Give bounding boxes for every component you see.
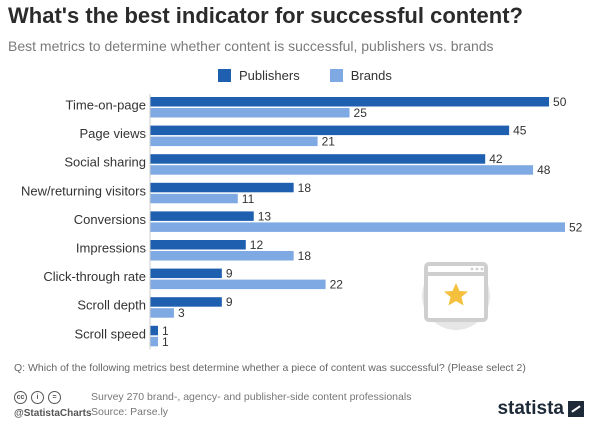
browser-window-star-icon xyxy=(422,262,490,330)
bar-brands xyxy=(150,222,565,232)
bar-publishers xyxy=(150,125,510,136)
data-label: 13 xyxy=(258,209,272,223)
bar-publishers xyxy=(150,97,550,107)
attribution-icon: i xyxy=(31,391,44,404)
chart-title: What's the best indicator for successful… xyxy=(8,3,523,28)
bar-publishers xyxy=(150,297,222,307)
category-label: Time-on-page xyxy=(66,98,146,113)
creative-commons-icon: cc xyxy=(14,391,27,404)
data-label: 11 xyxy=(242,192,255,206)
legend-swatch-publishers xyxy=(218,68,231,82)
license-icons: cc i = xyxy=(14,391,65,404)
bar-brands xyxy=(150,165,534,175)
category-label: Conversions xyxy=(74,212,147,227)
bar-brands xyxy=(150,193,238,204)
legend-label-brands: Brands xyxy=(350,67,392,83)
no-derivatives-icon: = xyxy=(48,391,61,404)
bar-brands xyxy=(150,108,350,118)
bar-publishers xyxy=(150,182,294,193)
category-label: Page views xyxy=(80,126,147,141)
data-label: 18 xyxy=(298,249,312,263)
statista-logo: statista xyxy=(497,398,584,420)
data-label: 1 xyxy=(162,324,169,338)
category-label: Social sharing xyxy=(64,155,146,170)
category-label: Scroll depth xyxy=(77,298,146,313)
data-label: 1 xyxy=(162,335,169,349)
category-label: Click-through rate xyxy=(43,269,146,284)
data-label: 52 xyxy=(569,220,583,234)
statista-wordmark: statista xyxy=(497,398,564,419)
data-label: 50 xyxy=(553,95,567,109)
statista-logo-icon xyxy=(568,401,584,417)
statista-handle: @StatistaCharts xyxy=(14,408,92,419)
data-label: 21 xyxy=(322,135,336,149)
data-label: 9 xyxy=(226,267,233,281)
survey-note: Survey 270 brand-, agency- and publisher… xyxy=(91,391,412,403)
bar-publishers xyxy=(150,240,246,250)
bar-brands xyxy=(150,136,318,147)
data-label: 25 xyxy=(354,106,368,120)
source-note: Source: Parse.ly xyxy=(91,406,169,418)
data-label: 3 xyxy=(178,306,185,320)
data-label: 42 xyxy=(489,152,503,166)
legend-swatch-brands xyxy=(329,68,343,82)
bar-publishers xyxy=(150,268,222,279)
data-label: 48 xyxy=(537,163,551,177)
bar-publishers xyxy=(150,325,158,336)
legend-item-brands: Brands xyxy=(329,67,392,83)
data-label: 22 xyxy=(330,278,344,292)
legend-item-publishers: Publishers xyxy=(218,68,300,83)
bar-brands xyxy=(150,251,294,261)
bar-publishers xyxy=(150,154,486,164)
survey-question: Q: Which of the following metrics best d… xyxy=(14,362,526,374)
data-label: 45 xyxy=(513,124,527,138)
bar-brands xyxy=(150,279,326,290)
bar-brands xyxy=(150,308,174,318)
category-label: Scroll speed xyxy=(74,326,146,341)
bar-chart: Time-on-page 50 25 Page views 45 21 Social sha… xyxy=(21,94,583,350)
legend-label-publishers: Publishers xyxy=(239,67,300,83)
legend: Publishers Brands xyxy=(218,66,422,84)
category-label: Impressions xyxy=(76,241,147,256)
data-label: 9 xyxy=(226,295,233,309)
bar-brands xyxy=(150,336,158,347)
category-label: New/returning visitors xyxy=(21,183,146,198)
data-label: 12 xyxy=(250,238,264,252)
chart-subtitle: Best metrics to determine whether conten… xyxy=(8,38,494,54)
data-label: 18 xyxy=(298,181,312,195)
bar-publishers xyxy=(150,211,254,221)
